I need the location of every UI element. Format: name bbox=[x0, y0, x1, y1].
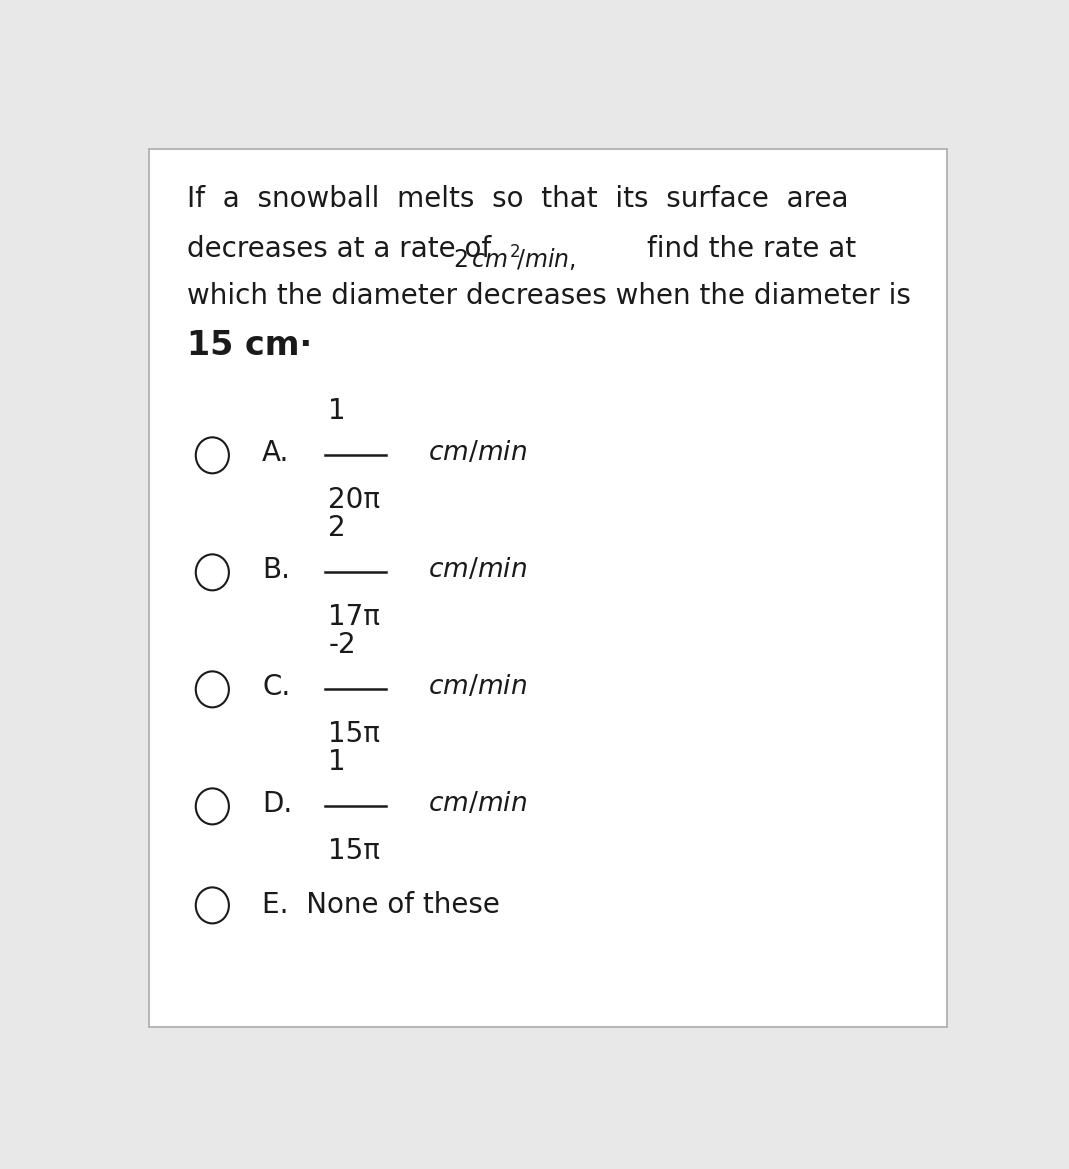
FancyBboxPatch shape bbox=[149, 150, 947, 1026]
Text: 15π: 15π bbox=[328, 837, 381, 865]
Text: which the diameter decreases when the diameter is: which the diameter decreases when the di… bbox=[187, 282, 912, 310]
Text: decreases at a rate of: decreases at a rate of bbox=[187, 235, 492, 263]
Text: 17π: 17π bbox=[328, 603, 381, 631]
Text: $cm/min$: $cm/min$ bbox=[428, 790, 527, 817]
Text: E.  None of these: E. None of these bbox=[262, 892, 500, 919]
Text: $cm/min$: $cm/min$ bbox=[428, 673, 527, 700]
Text: 1: 1 bbox=[328, 396, 346, 424]
Text: 2: 2 bbox=[328, 513, 346, 541]
Text: 1: 1 bbox=[328, 748, 346, 776]
Text: $cm/min$: $cm/min$ bbox=[428, 440, 527, 465]
Text: B.: B. bbox=[262, 555, 290, 583]
Text: If  a  snowball  melts  so  that  its  surface  area: If a snowball melts so that its surface … bbox=[187, 185, 849, 213]
Text: -2: -2 bbox=[328, 631, 356, 659]
Text: 15 cm·: 15 cm· bbox=[187, 330, 312, 362]
Text: D.: D. bbox=[262, 790, 292, 817]
Text: find the rate at: find the rate at bbox=[648, 235, 856, 263]
Text: 20π: 20π bbox=[328, 486, 381, 514]
Text: $cm/min$: $cm/min$ bbox=[428, 556, 527, 582]
Text: 15π: 15π bbox=[328, 720, 381, 748]
Text: $2\,cm^{2}\!/min,$: $2\,cm^{2}\!/min,$ bbox=[452, 244, 575, 274]
Text: C.: C. bbox=[262, 672, 291, 700]
Text: A.: A. bbox=[262, 438, 290, 466]
